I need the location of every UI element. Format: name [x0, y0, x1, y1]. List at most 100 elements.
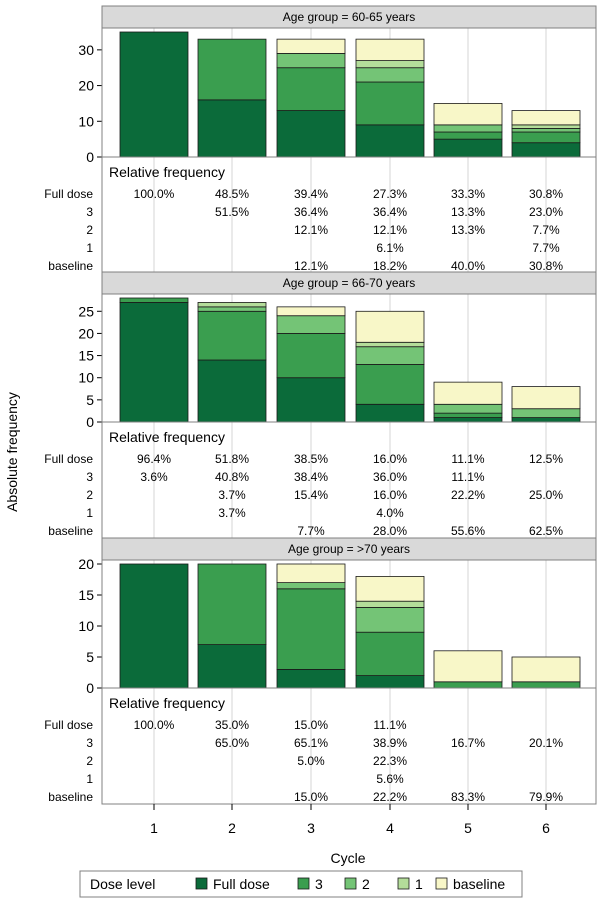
x-axis-title: Cycle [330, 850, 365, 866]
relative-frequency-value: 25.0% [529, 488, 563, 502]
bar-segment [511, 142, 581, 158]
relative-frequency-row-label: 2 [86, 754, 93, 768]
x-tick-label: 5 [464, 820, 472, 836]
y-tick-label: 10 [78, 113, 94, 129]
panel-1: Age group = 60-65 years 0 10 20 30 Relative f… [44, 5, 597, 273]
bar-segment [276, 669, 346, 689]
relative-frequency-row-label: 1 [86, 506, 93, 520]
bar-segment [197, 302, 267, 308]
relative-frequency-value: 12.1% [373, 223, 407, 237]
relative-frequency-value: 51.8% [215, 452, 249, 466]
bar-segment [433, 138, 503, 158]
bar-segment [355, 607, 425, 633]
relative-frequency-value: 12.5% [529, 452, 563, 466]
relative-frequency-value: 16.0% [373, 452, 407, 466]
bar-segment [433, 131, 503, 140]
bar-segment [355, 576, 425, 602]
panel-2: Age group = 66-70 years 0 5 10 15 20 25 Relativ… [44, 271, 597, 539]
panel-frame [101, 559, 597, 805]
y-tick-label: 0 [86, 680, 94, 696]
bar-segment [276, 377, 346, 423]
relative-frequency-value: 96.4% [137, 452, 171, 466]
y-tick-label: 15 [78, 587, 94, 603]
x-tick-label: 2 [228, 820, 236, 836]
bar-segment [276, 53, 346, 69]
bar-segment [433, 381, 503, 405]
relative-frequency-value: 3.7% [218, 506, 246, 520]
legend-swatch [397, 877, 410, 890]
relative-frequency-value: 100.0% [134, 187, 175, 201]
legend-item-label: baseline [453, 876, 505, 892]
relative-frequency-value: 38.4% [294, 470, 328, 484]
bar-segment [197, 359, 267, 423]
bar-segment [355, 38, 425, 61]
relative-frequency-value: 15.0% [294, 790, 328, 804]
bar-segment [433, 650, 503, 683]
y-tick-label: 5 [86, 649, 94, 665]
relative-frequency-value: 18.2% [373, 259, 407, 273]
bar-segment [355, 310, 425, 343]
bar-segment [276, 588, 346, 670]
y-tick-label: 25 [78, 303, 94, 319]
relative-frequency-value: 36.0% [373, 470, 407, 484]
relative-frequency-value: 22.2% [451, 488, 485, 502]
bar-segment [511, 417, 581, 423]
relative-frequency-value: 40.8% [215, 470, 249, 484]
bar-segment [433, 403, 503, 414]
y-tick-label: 0 [86, 149, 94, 165]
panel-3: Age group = >70 years 0 5 10 15 20 Relative fr… [44, 537, 597, 805]
relative-frequency-row-label: baseline [48, 790, 93, 804]
relative-frequency-value: 3.7% [218, 488, 246, 502]
relative-frequency-value: 7.7% [532, 223, 560, 237]
relative-frequency-value: 27.3% [373, 187, 407, 201]
y-tick-label: 10 [78, 618, 94, 634]
relative-frequency-value: 6.1% [376, 241, 404, 255]
bar-segment [511, 128, 581, 133]
relative-frequency-value: 12.1% [294, 259, 328, 273]
relative-frequency-value: 12.1% [294, 223, 328, 237]
bar-segment [197, 310, 267, 361]
bar-segment [511, 110, 581, 126]
x-tick-label: 3 [307, 820, 315, 836]
relative-frequency-row-label: 3 [86, 736, 93, 750]
relative-frequency-value: 13.3% [451, 223, 485, 237]
relative-frequency-value: 40.0% [451, 259, 485, 273]
bar-segment [355, 600, 425, 608]
y-tick-label: 0 [86, 414, 94, 430]
x-axis-ticks: 1 2 3 4 5 6 [150, 804, 550, 836]
bar-segment [355, 631, 425, 677]
relative-frequency-value: 5.0% [297, 754, 325, 768]
bar-segment [511, 131, 581, 144]
bar-segment [119, 31, 189, 158]
bar-segment [511, 386, 581, 410]
relative-frequency-value: 11.1% [373, 718, 406, 732]
relative-frequency-title: Relative frequency [109, 429, 225, 445]
bar-segment [276, 110, 346, 158]
relative-frequency-value: 79.9% [529, 790, 563, 804]
bar-segment [119, 297, 189, 303]
legend-swatch [297, 877, 310, 890]
legend: Dose level Full dose 3 2 1 baseline [79, 870, 523, 898]
bar-segment [355, 67, 425, 83]
relative-frequency-row-label: baseline [48, 259, 93, 273]
relative-frequency-value: 62.5% [529, 524, 563, 538]
bar-segment [197, 306, 267, 312]
relative-frequency-value: 15.0% [294, 718, 328, 732]
relative-frequency-value: 7.7% [532, 241, 560, 255]
relative-frequency-value: 5.6% [376, 772, 404, 786]
y-tick-label: 10 [78, 370, 94, 386]
legend-item-label: Full dose [213, 876, 270, 892]
relative-frequency-value: 38.9% [373, 736, 407, 750]
relative-frequency-row-label: baseline [48, 524, 93, 538]
bar-segment [355, 675, 425, 689]
relative-frequency-value: 11.1% [451, 470, 484, 484]
relative-frequency-value: 22.2% [373, 790, 407, 804]
bar-segment [511, 656, 581, 683]
relative-frequency-value: 3.6% [140, 470, 168, 484]
relative-frequency-value: 7.7% [297, 524, 325, 538]
legend-swatch [435, 877, 448, 890]
relative-frequency-value: 65.1% [294, 736, 328, 750]
legend-swatch [344, 877, 357, 890]
bar-segment [433, 103, 503, 126]
